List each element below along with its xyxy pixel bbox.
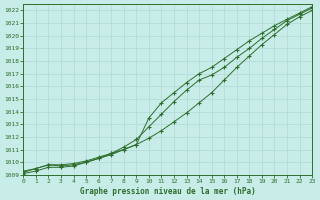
X-axis label: Graphe pression niveau de la mer (hPa): Graphe pression niveau de la mer (hPa)	[80, 187, 256, 196]
